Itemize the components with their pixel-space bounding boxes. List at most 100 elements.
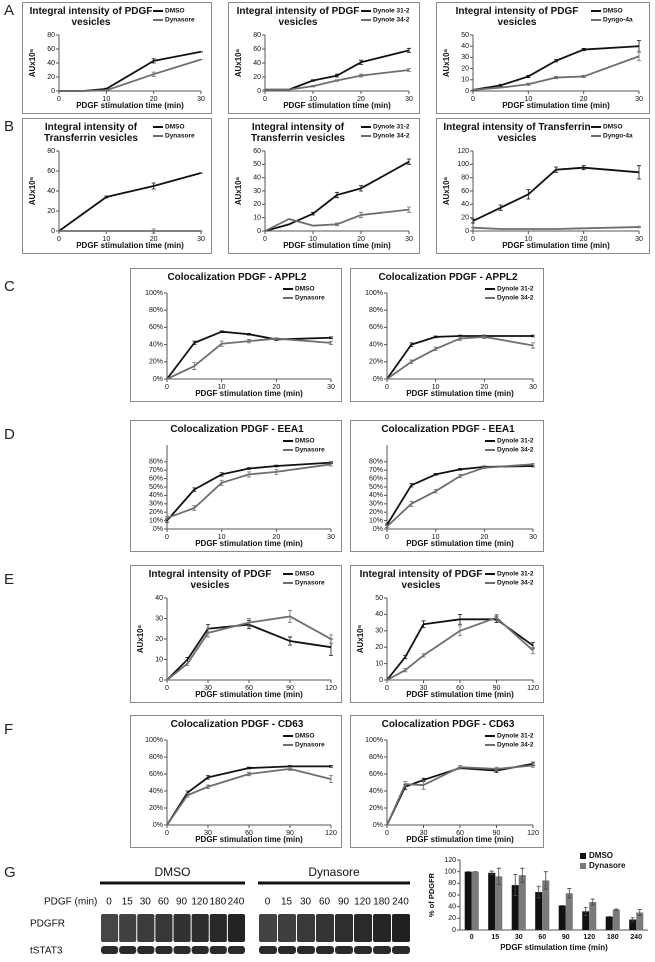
series-line [264,208,410,232]
x-tick-label: 0 [57,236,61,243]
y-tick-label: 20 [448,915,456,922]
error-bar [433,489,438,494]
error-bar [329,336,333,339]
chart-panel: Integral intensity of PDGF vesicles 0 10 20… [436,2,650,114]
blot-band [173,914,191,942]
y-tick-label: 100% [145,290,163,297]
x-axis-label: PDGF stimulation time (min) [76,101,184,110]
y-axis-label: AUx10⁶ [442,176,451,205]
y-tick-label: 40% [149,341,163,348]
blot-band [297,914,315,942]
error-bar [185,661,190,667]
legend-label: Dynasore [165,133,195,140]
x-tick-label: 30 [529,534,537,541]
error-bar [526,189,531,200]
error-bar [151,58,156,64]
error-bar [274,468,279,475]
chart-panel: Integral intensity of PDGF vesicles 0 10 20… [350,565,544,703]
y-tick-label: 20 [461,215,469,222]
blot-band [335,946,353,954]
y-tick-label: 70% [149,467,163,474]
blot-band [173,946,191,954]
blot-band [209,914,227,942]
error-bar [554,76,558,80]
error-bar [219,472,224,477]
y-tick-label: 0 [159,677,163,684]
chart: 0% 20% 40% 60% 80% 100% 0 30 60 90 120 PDGF stimula… [365,733,539,844]
error-bar [359,211,363,219]
y-tick-label: 40 [253,60,261,67]
legend-label: DMSO [589,851,613,860]
y-tick-label: 20% [149,359,163,366]
error-bar [498,204,503,211]
x-tick-label: 0 [165,534,169,541]
x-tick-label: 20 [357,96,365,103]
error-bar [206,784,210,789]
error-bar [335,73,339,78]
chart-title: Colocalization PDGF - CD63 [170,719,304,730]
x-tick-label: 90 [562,934,570,941]
panel-letter: C [4,278,15,295]
y-tick-label: 30 [375,628,383,635]
panel-letter: B [4,118,15,135]
x-tick-label: 60 [456,830,464,837]
error-bar [407,206,411,213]
error-bar [151,71,156,77]
error-bar [151,182,156,190]
chart-panel: Integral intensity of Transferrin vesicl… [436,118,650,254]
x-tick-label: 30 [327,384,335,391]
series-line [166,615,332,681]
x-tick-label: 20 [272,534,280,541]
y-tick-label: 20% [369,509,383,516]
blot-band [297,946,315,954]
x-tick-label: 180 [607,934,619,941]
group-label: Dynasore [308,865,360,879]
y-tick-label: 60 [253,148,261,155]
chart-panel: Colocalization PDGF - CD63 0% 20% 40% 60% 80%… [130,715,342,848]
x-tick-label: 120 [325,830,337,837]
y-tick-label: 50 [461,32,469,39]
x-tick-label: 120 [325,685,337,692]
x-tick-label: 30 [635,236,643,243]
x-tick-label: 0 [263,96,267,103]
lane-label: 0 [106,897,112,908]
error-bar [409,500,414,507]
y-tick-label: 30 [155,615,163,622]
chart: 0% 20% 40% 60% 80% 100% 0 10 20 30 PDGF stimulatio… [145,286,335,398]
x-tick-label: 120 [527,685,539,692]
x-axis-label: PDGF stimulation time (min) [283,101,391,110]
legend-label: Dynole 34-2 [373,133,410,140]
y-tick-label: 40 [448,904,456,911]
chart: 0% 10%20%30% 40%50% 60%70%80% 0 10 20 30 PDGF st… [149,438,335,548]
y-axis-label: AUx10⁶ [234,48,243,77]
error-bar [433,335,438,339]
x-tick-label: 90 [493,685,501,692]
lane-label: 30 [300,897,312,908]
error-bar [471,218,475,224]
x-tick-label: 20 [357,236,365,243]
x-tick-label: 30 [204,830,212,837]
legend-label: Dynole 31-2 [497,438,534,445]
error-bar [482,466,487,469]
x-tick-label: 0 [385,384,389,391]
bar [605,916,613,930]
error-bar [247,766,251,770]
y-axis-label: % of PDGFR [427,872,436,917]
x-tick-label: 20 [580,96,588,103]
x-tick-label: 30 [204,685,212,692]
chart: 0 20 40 60 80 0 10 20 30 PDGF stimulation time (m… [234,8,413,110]
error-bar [531,334,535,338]
lane-label: 120 [354,897,371,908]
bar [464,871,472,930]
error-bar [165,516,169,521]
series-line [265,69,410,91]
legend-label: Dynasore [295,742,325,749]
error-bar [311,79,315,82]
error-bar [329,775,333,783]
error-bar [554,166,558,173]
y-tick-label: 40% [149,788,163,795]
chart-title: Colocalization PDGF - APPL2 [167,272,307,283]
y-tick-label: 80 [448,880,456,887]
error-bar [496,867,501,885]
error-bar [359,73,363,78]
